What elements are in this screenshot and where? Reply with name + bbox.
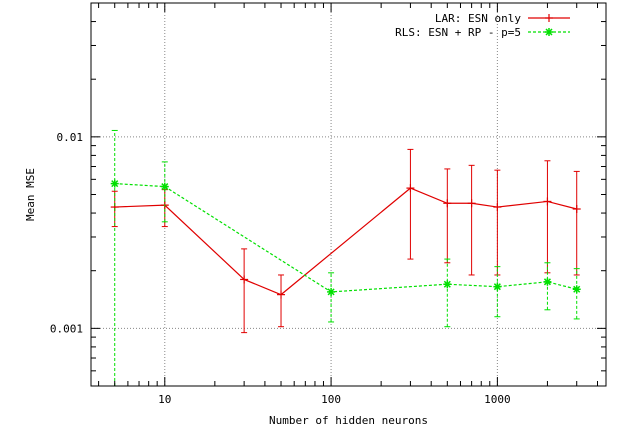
- y-tick-label: 0.001: [50, 322, 83, 335]
- x-tick-label: 1000: [484, 393, 511, 406]
- x-tick-label: 100: [321, 393, 341, 406]
- y-axis-title: Mean MSE: [24, 168, 37, 221]
- series-marker: [543, 278, 551, 286]
- series-line: [114, 187, 577, 296]
- series-marker: [327, 288, 335, 296]
- x-tick-label: 10: [158, 393, 171, 406]
- series-marker: [161, 183, 169, 191]
- series-marker: [111, 180, 119, 188]
- series-marker: [573, 285, 581, 293]
- series-layer: [110, 129, 581, 386]
- ticks: 10 100 1000 0.001 0.01: [50, 2, 606, 406]
- legend-label: RLS: ESN + RP - p=5: [395, 26, 521, 39]
- y-tick-label: 0.01: [57, 131, 84, 144]
- legend-label: LAR: ESN only: [435, 12, 521, 25]
- x-axis-title: Number of hidden neurons: [269, 414, 428, 427]
- series-marker: [443, 280, 451, 288]
- plot-background: [91, 3, 606, 386]
- series-marker: [545, 28, 553, 36]
- grid: [91, 3, 606, 386]
- series-2: [110, 129, 581, 386]
- series-marker: [493, 283, 501, 291]
